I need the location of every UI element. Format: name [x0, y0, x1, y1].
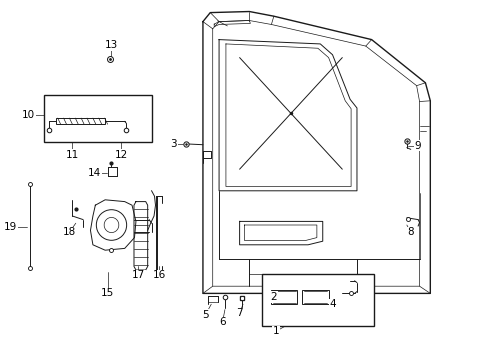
Text: 3: 3: [170, 139, 177, 149]
Text: 5: 5: [202, 310, 208, 320]
Text: 12: 12: [114, 150, 128, 160]
Text: 15: 15: [101, 288, 114, 298]
Text: 17: 17: [131, 270, 145, 280]
Text: 10: 10: [22, 110, 35, 120]
Text: 13: 13: [104, 40, 118, 50]
Text: 14: 14: [87, 168, 101, 178]
Bar: [44, 95, 151, 142]
Text: 6: 6: [219, 317, 225, 327]
Text: 2: 2: [270, 292, 277, 302]
Text: 9: 9: [414, 141, 421, 151]
Text: 1: 1: [272, 326, 279, 336]
Text: 4: 4: [328, 299, 335, 309]
Text: 18: 18: [62, 227, 76, 237]
Bar: [261, 274, 373, 326]
Text: 19: 19: [4, 222, 18, 232]
Text: 7: 7: [236, 308, 243, 318]
Text: 16: 16: [152, 270, 166, 280]
Text: 8: 8: [407, 227, 413, 237]
Text: 11: 11: [65, 150, 79, 160]
